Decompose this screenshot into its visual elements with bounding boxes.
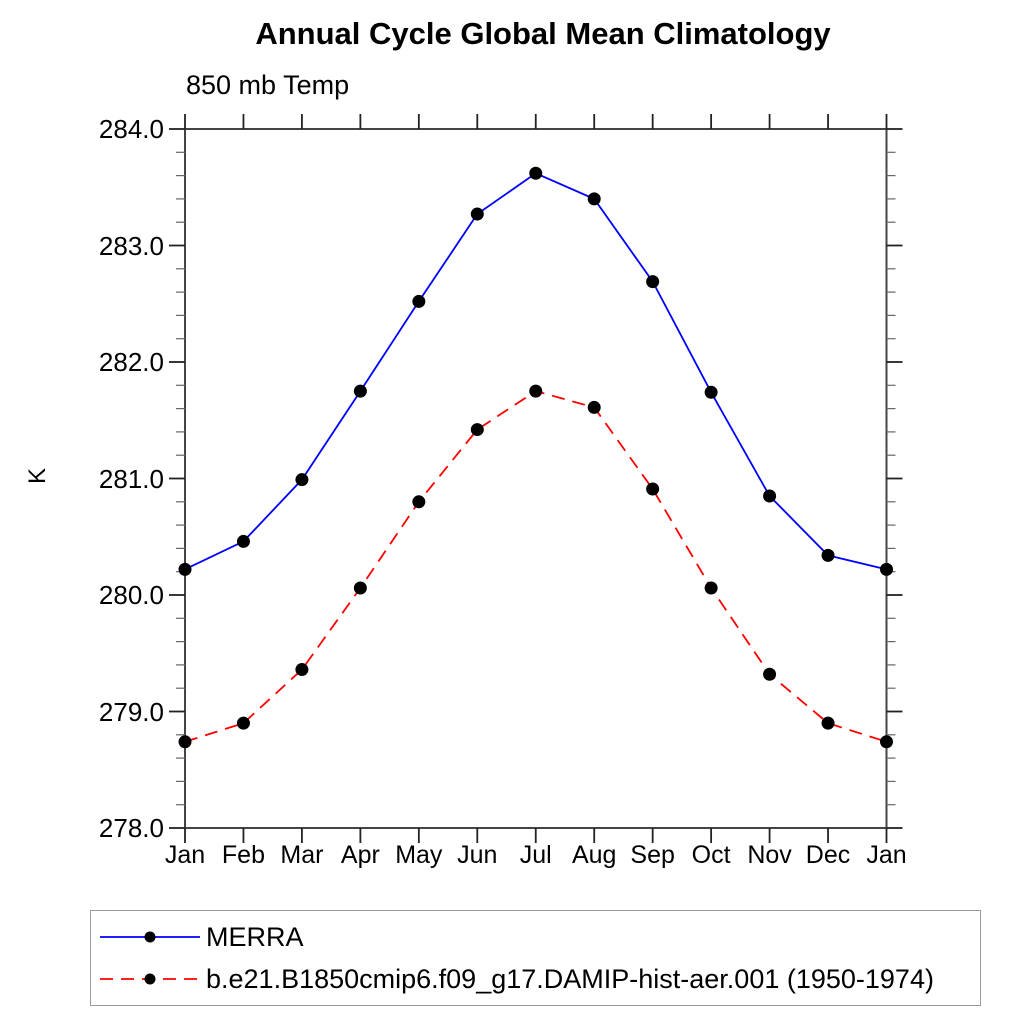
- chart-subtitle: 850 mb Temp: [186, 70, 350, 100]
- data-point-marker: [178, 562, 192, 576]
- x-axis-tick-label: Jan: [866, 841, 907, 869]
- data-point-marker: [236, 534, 250, 548]
- data-point-marker: [178, 735, 192, 749]
- x-axis-tick-label: Dec: [805, 841, 851, 869]
- x-axis-tick-label: Nov: [747, 841, 792, 869]
- data-point-marker: [587, 400, 601, 414]
- data-point-marker: [821, 716, 835, 730]
- data-point-marker: [295, 473, 309, 487]
- x-axis-tick-label: Mar: [280, 841, 324, 869]
- y-axis-tick-label: 279.0: [98, 696, 164, 727]
- x-axis-tick-label: Apr: [340, 841, 380, 869]
- y-axis-tick-label: 281.0: [98, 463, 164, 494]
- x-axis-tick-label: Sep: [630, 841, 675, 869]
- series-line-1: [184, 390, 887, 743]
- data-point-marker: [587, 192, 601, 206]
- x-axis-tick-label: May: [395, 841, 443, 869]
- data-point-marker: [353, 384, 367, 398]
- data-point-marker: [763, 489, 777, 503]
- data-point-marker: [529, 384, 543, 398]
- data-point-marker: [763, 667, 777, 681]
- data-point-marker: [295, 663, 309, 677]
- data-point-marker: [704, 581, 718, 595]
- data-point-marker: [470, 207, 484, 221]
- data-point-marker: [646, 275, 660, 289]
- data-point-marker: [704, 385, 718, 399]
- legend-label-model: b.e21.B1850cmip6.f09_g17.DAMIP-hist-aer.…: [206, 963, 934, 994]
- legend-sample-marker: [144, 931, 156, 943]
- data-point-marker: [470, 423, 484, 437]
- legend-line-sample-model: [100, 973, 200, 985]
- series-line-0: [184, 172, 887, 571]
- x-axis-tick-label: Oct: [691, 841, 731, 869]
- chart-title: Annual Cycle Global Mean Climatology: [255, 16, 831, 51]
- y-axis-tick-label: 284.0: [98, 114, 164, 144]
- legend-sample-marker: [144, 973, 156, 985]
- legend-entry-merra: MERRA: [97, 922, 304, 952]
- x-axis-tick-label: Feb: [221, 841, 265, 869]
- x-axis-tick-label: Jul: [519, 841, 552, 869]
- plot-frame: [184, 128, 888, 829]
- data-point-marker: [412, 495, 426, 509]
- y-axis-tick-label: 283.0: [98, 230, 164, 261]
- x-axis-tick-label: Jun: [457, 841, 498, 869]
- y-axis-tick-label: 278.0: [98, 813, 164, 843]
- data-point-marker: [821, 548, 835, 562]
- data-point-marker: [236, 716, 250, 730]
- data-point-marker: [529, 166, 543, 180]
- legend-label-merra: MERRA: [206, 921, 304, 952]
- x-axis-tick-label: Jan: [164, 841, 206, 869]
- data-point-marker: [880, 735, 893, 749]
- data-point-marker: [412, 294, 426, 308]
- y-axis-tick-label: 282.0: [98, 347, 164, 377]
- y-axis-tick-label: 280.0: [98, 580, 164, 610]
- legend-entry-model: b.e21.B1850cmip6.f09_g17.DAMIP-hist-aer.…: [97, 964, 934, 994]
- data-point-marker: [880, 562, 893, 576]
- x-axis-tick-label: Aug: [571, 841, 617, 869]
- data-point-marker: [646, 482, 660, 496]
- legend: MERRA b.e21.B1850cmip6.f09_g17.DAMIP-his…: [90, 910, 981, 1006]
- data-point-marker: [353, 581, 367, 595]
- legend-line-sample-merra: [100, 931, 200, 943]
